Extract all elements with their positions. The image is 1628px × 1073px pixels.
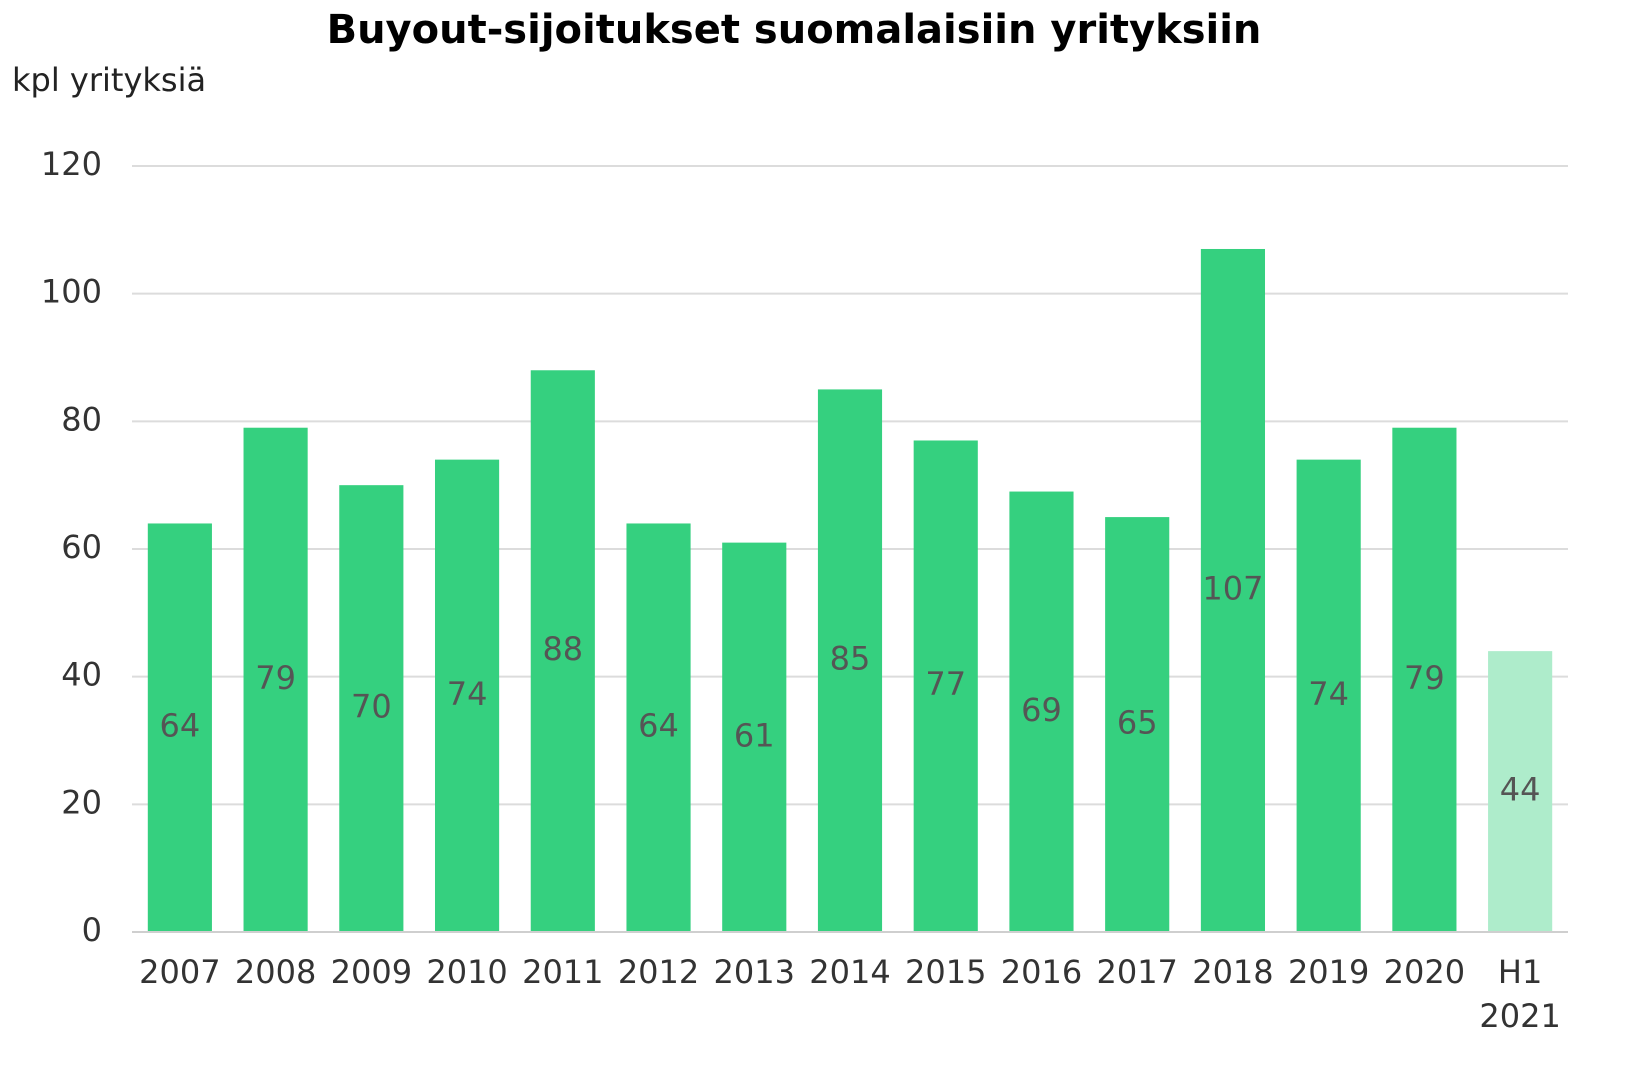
bar (530, 370, 595, 932)
x-tick-label: 2013 (714, 953, 795, 991)
x-tick-label: 2012 (618, 953, 699, 991)
bar (1296, 459, 1361, 932)
value-label: 85 (830, 640, 871, 678)
value-label: 77 (925, 665, 966, 703)
value-label: 61 (734, 716, 775, 754)
bar (339, 485, 404, 932)
value-label: 44 (1500, 771, 1541, 809)
value-label: 79 (255, 659, 296, 697)
value-label: 65 (1117, 704, 1158, 742)
x-tick-label: 2011 (522, 953, 603, 991)
bar (1488, 651, 1553, 932)
bar (626, 523, 691, 932)
y-tick-label: 0 (82, 911, 102, 949)
x-tick-label: 2007 (139, 953, 220, 991)
value-label: 74 (447, 675, 488, 713)
x-tick-label: 2019 (1288, 953, 1369, 991)
y-tick-label: 100 (41, 273, 102, 311)
x-tick-label: 2016 (1001, 953, 1082, 991)
value-label: 107 (1202, 569, 1263, 607)
value-label: 88 (542, 630, 583, 668)
value-label: 74 (1308, 675, 1349, 713)
chart-title: Buyout-sijoitukset suomalaisiin yrityksi… (327, 7, 1262, 53)
x-tick-label: 2020 (1384, 953, 1465, 991)
value-label: 64 (638, 707, 679, 745)
x-tick-label: 2018 (1192, 953, 1273, 991)
x-tick-label: 2017 (1096, 953, 1177, 991)
y-tick-label: 20 (61, 783, 102, 821)
bar (817, 389, 883, 933)
x-tick-label: 2009 (331, 953, 412, 991)
x-tick-label: H1 2021 (1479, 953, 1560, 1035)
y-axis-label: kpl yrityksiä (12, 61, 206, 99)
bar (434, 459, 500, 932)
y-tick-label: 120 (41, 145, 102, 183)
bar (243, 427, 308, 932)
y-tick-label: 80 (61, 400, 102, 438)
bar (1200, 248, 1266, 932)
y-tick-label: 40 (61, 656, 102, 694)
bar (147, 523, 212, 932)
bar (722, 542, 787, 932)
x-tick-label: 2014 (809, 953, 890, 991)
bar (1009, 491, 1074, 932)
x-tick-label: 2015 (905, 953, 986, 991)
x-tick-label: 2008 (235, 953, 316, 991)
bar (1105, 517, 1170, 932)
bar (1392, 427, 1457, 932)
bar (913, 440, 978, 932)
value-label: 79 (1404, 659, 1445, 697)
value-label: 64 (160, 707, 201, 745)
value-label: 69 (1021, 691, 1062, 729)
y-tick-label: 60 (61, 528, 102, 566)
value-label: 70 (351, 688, 392, 726)
x-tick-label: 2010 (426, 953, 507, 991)
